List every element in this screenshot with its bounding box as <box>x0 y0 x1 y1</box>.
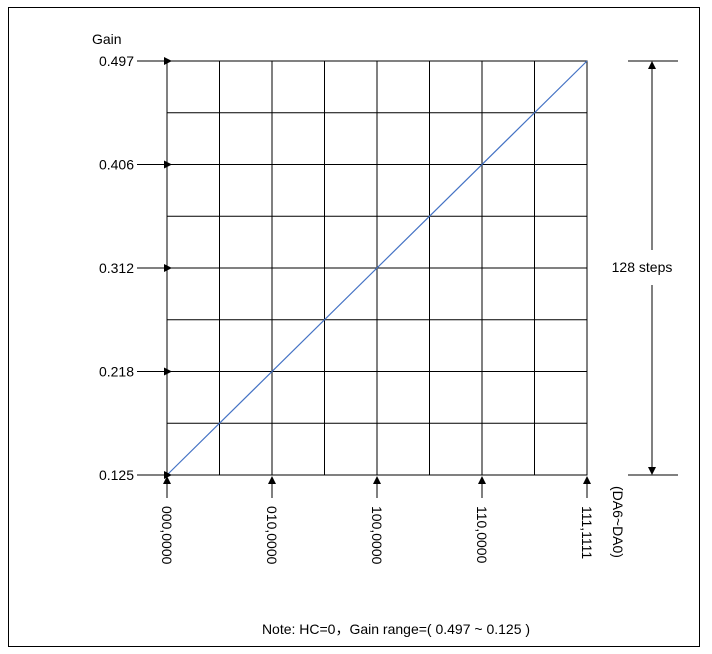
series-layer <box>166 60 588 476</box>
steps-indicator: 128 steps <box>612 60 678 476</box>
note-text: Note: HC=0，Gain range=( 0.497 ~ 0.125 ) <box>262 621 530 637</box>
y-tick-label: 0.406 <box>99 157 134 173</box>
y-tick-label: 0.312 <box>99 260 134 276</box>
x-tick-label: 000,0000 <box>159 506 175 565</box>
chart-frame <box>8 7 700 647</box>
x-tick-label: 110,0000 <box>474 506 490 564</box>
x-axis: 000,0000 010,0000 100,0000 110,0000 111,1111 <box>159 476 595 565</box>
steps-label: 128 steps <box>612 259 673 275</box>
y-tick-label: 0.497 <box>99 53 134 69</box>
grid <box>166 60 588 476</box>
y-tick-label: 0.218 <box>99 364 134 380</box>
x-tick-label: 010,0000 <box>264 506 280 565</box>
y-tick-label: 0.125 <box>99 467 134 483</box>
y-axis: 0.497 0.406 0.312 0.218 0.125 <box>99 53 172 483</box>
x-tick-label: 100,0000 <box>369 506 385 565</box>
gain-line <box>166 60 588 476</box>
x-axis-note: (DA6~DA0) <box>610 486 626 558</box>
x-tick-label: 111,1111 <box>579 506 595 559</box>
y-axis-label: Gain <box>92 31 122 47</box>
